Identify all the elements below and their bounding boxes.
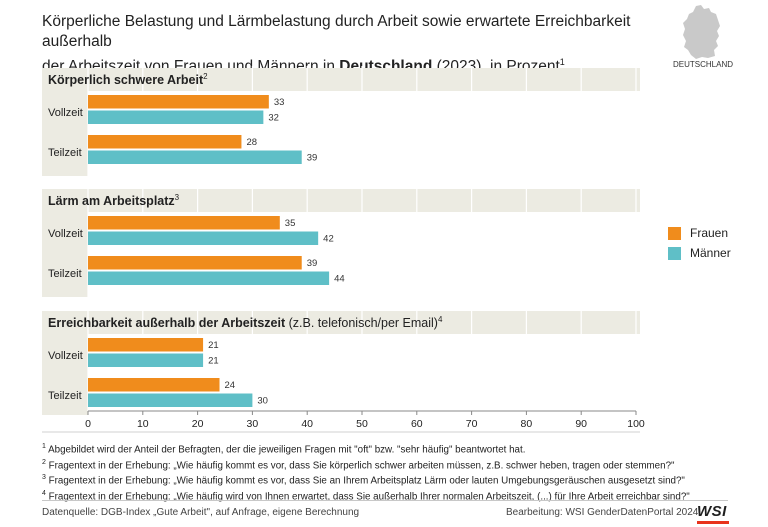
row-label-band bbox=[42, 334, 88, 415]
bar-value-label: 33 bbox=[274, 97, 285, 108]
legend-item-frauen: Frauen bbox=[668, 226, 728, 240]
row-label: Vollzeit bbox=[48, 228, 83, 240]
group-header-bg bbox=[42, 189, 640, 212]
row-label-band bbox=[42, 212, 88, 297]
bar-maenner bbox=[88, 150, 302, 164]
row-label: Teilzeit bbox=[48, 268, 82, 280]
bar-value-label: 28 bbox=[246, 137, 257, 148]
legend-swatch-frauen bbox=[668, 226, 681, 240]
bar-value-label: 30 bbox=[257, 396, 268, 407]
bar-value-label: 32 bbox=[268, 113, 279, 124]
x-tick-label: 20 bbox=[192, 418, 204, 430]
x-tick-label: 30 bbox=[247, 418, 259, 430]
legend-item-maenner: Männer bbox=[668, 246, 731, 260]
group-title: Lärm am Arbeitsplatz3 bbox=[48, 193, 180, 208]
title-line-1: Körperliche Belastung und Lärmbelastung … bbox=[42, 13, 631, 50]
divider bbox=[42, 500, 728, 501]
wsi-logo: WSI bbox=[697, 503, 727, 520]
data-source: Datenquelle: DGB-Index „Gute Arbeit", au… bbox=[42, 507, 360, 518]
row-label: Vollzeit bbox=[48, 107, 83, 119]
bar-maenner bbox=[88, 393, 253, 407]
group-title: Erreichbarkeit außerhalb der Arbeitszeit… bbox=[48, 315, 443, 330]
footnote-2: 2 Fragentext in der Erhebung: „Wie häufi… bbox=[42, 458, 675, 471]
bar-maenner bbox=[88, 231, 319, 245]
footnotes: 1 Abgebildet wird der Anteil der Befragt… bbox=[42, 441, 690, 504]
bar-value-label: 21 bbox=[208, 356, 219, 367]
footnote-1: 1 Abgebildet wird der Anteil der Befragt… bbox=[42, 443, 526, 456]
bar-maenner bbox=[88, 110, 264, 124]
legend-label-maenner: Männer bbox=[690, 246, 731, 260]
bar-frauen bbox=[88, 95, 269, 109]
x-tick-label: 100 bbox=[627, 418, 645, 430]
x-tick-label: 0 bbox=[85, 418, 91, 430]
wsi-logo-bar bbox=[697, 521, 729, 524]
row-label: Vollzeit bbox=[48, 350, 83, 362]
bar-value-label: 44 bbox=[334, 274, 345, 285]
bar-value-label: 42 bbox=[323, 234, 334, 245]
bar-frauen bbox=[88, 378, 220, 392]
bar-frauen bbox=[88, 256, 302, 270]
x-tick-label: 60 bbox=[411, 418, 423, 430]
row-label: Teilzeit bbox=[48, 147, 82, 159]
group-header-bg bbox=[42, 68, 640, 91]
legend-swatch-maenner bbox=[668, 246, 681, 260]
group-header-bg bbox=[42, 311, 640, 334]
bar-maenner bbox=[88, 271, 330, 285]
credit-line: Bearbeitung: WSI GenderDatenPortal 2024 bbox=[506, 507, 699, 518]
bar-maenner bbox=[88, 353, 204, 367]
bar-value-label: 35 bbox=[285, 218, 296, 229]
footnote-3: 3 Fragentext in der Erhebung: „Wie häufi… bbox=[42, 474, 685, 487]
bar-value-label: 21 bbox=[208, 340, 219, 351]
bar-value-label: 39 bbox=[307, 258, 318, 269]
x-tick-label: 40 bbox=[301, 418, 313, 430]
bar-frauen bbox=[88, 338, 204, 352]
map-label: DEUTSCHLAND bbox=[672, 60, 733, 69]
x-tick-label: 10 bbox=[137, 418, 149, 430]
row-label-band bbox=[42, 91, 88, 176]
x-tick-label: 80 bbox=[521, 418, 533, 430]
x-tick-label: 70 bbox=[466, 418, 478, 430]
x-tick-label: 50 bbox=[356, 418, 368, 430]
bar-value-label: 39 bbox=[307, 153, 318, 164]
legend-label-frauen: Frauen bbox=[690, 226, 729, 240]
bar-value-label: 24 bbox=[225, 380, 236, 391]
x-tick-label: 90 bbox=[575, 418, 587, 430]
group-title: Körperlich schwere Arbeit2 bbox=[48, 72, 208, 87]
bar-frauen bbox=[88, 135, 242, 149]
row-label: Teilzeit bbox=[48, 390, 82, 402]
footnote-4: 4 Fragentext in der Erhebung: „Wie häufi… bbox=[42, 490, 690, 503]
germany-map-icon bbox=[683, 5, 720, 59]
bar-frauen bbox=[88, 216, 280, 230]
